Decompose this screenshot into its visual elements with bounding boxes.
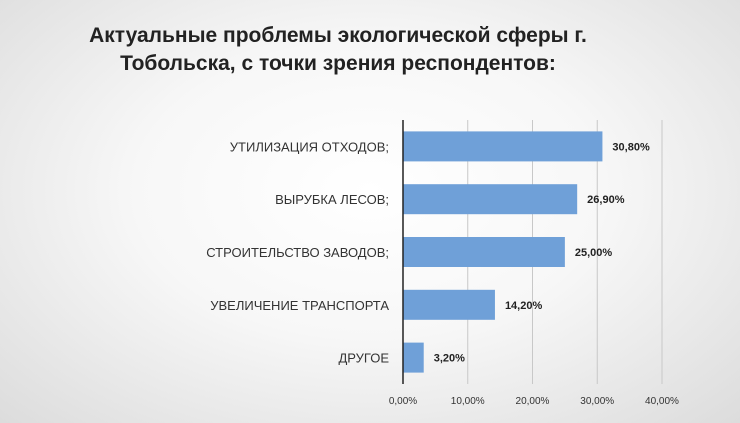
data-label: 3,20% xyxy=(434,353,465,365)
data-label: 30,80% xyxy=(612,141,650,153)
x-tick-label: 0,00% xyxy=(389,396,417,407)
bar xyxy=(403,131,603,162)
x-tick-label: 40,00% xyxy=(645,396,679,407)
data-label: 14,20% xyxy=(505,300,543,312)
category-label: ДРУГОЕ xyxy=(338,351,389,366)
x-tick-label: 20,00% xyxy=(516,396,550,407)
data-label: 25,00% xyxy=(575,247,613,259)
chart-title-line-1: Актуальные проблемы экологической сферы … xyxy=(89,24,587,47)
chart-title: Актуальные проблемы экологической сферы … xyxy=(0,22,676,78)
category-label: УТИЛИЗАЦИЯ ОТХОДОВ; xyxy=(230,139,389,154)
x-tick-label: 10,00% xyxy=(451,396,485,407)
chart-title-line-2: Тобольска, с точки зрения респондентов: xyxy=(120,52,556,75)
data-label: 26,90% xyxy=(587,194,625,206)
bar xyxy=(403,237,565,267)
category-label: СТРОИТЕЛЬСТВО ЗАВОДОВ; xyxy=(206,245,389,260)
bar xyxy=(403,289,495,320)
bar xyxy=(403,184,578,215)
bar xyxy=(403,342,424,373)
category-label: ВЫРУБКА ЛЕСОВ; xyxy=(275,192,389,207)
x-tick-label: 30,00% xyxy=(580,396,614,407)
category-label: УВЕЛИЧЕНИЕ ТРАНСПОРТА xyxy=(210,298,389,313)
